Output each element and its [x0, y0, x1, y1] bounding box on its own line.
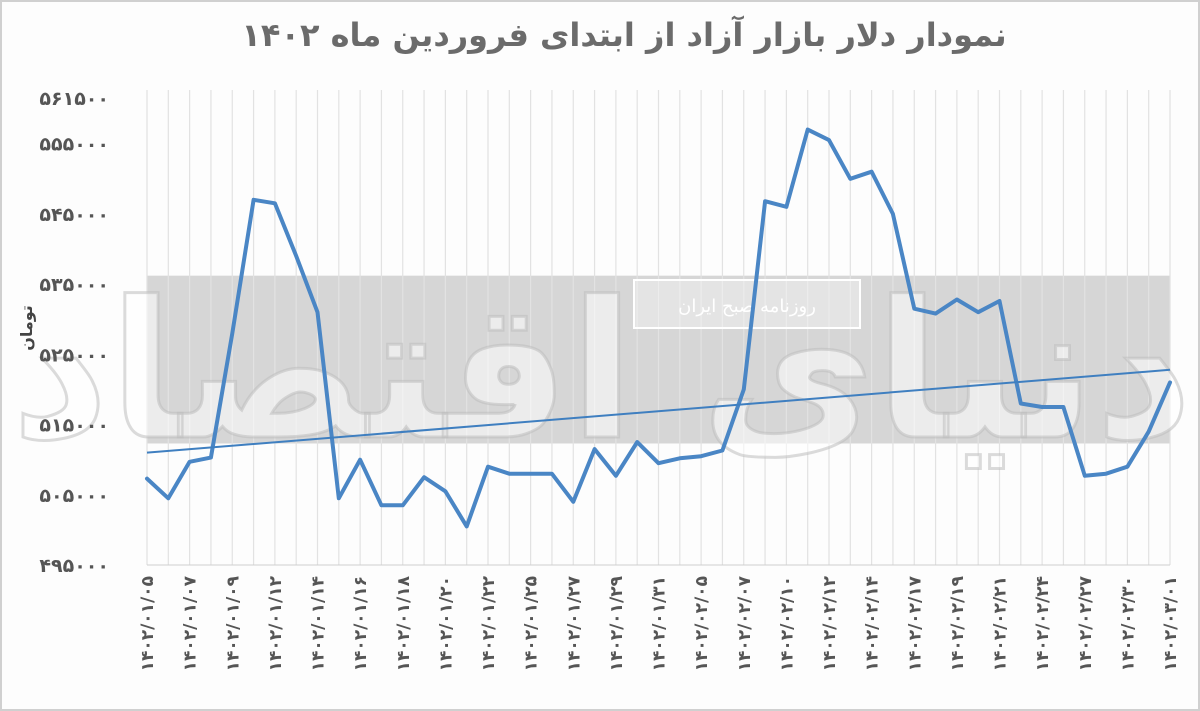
data-point: [230, 331, 234, 335]
x-tick-label: ۱۴۰۲/۰۱/۲۷: [564, 575, 584, 671]
data-point: [678, 456, 682, 460]
x-tick-label: ۱۴۰۲/۰۱/۲۲: [479, 575, 499, 671]
watermark-stamp-box: [633, 279, 861, 329]
data-point: [997, 299, 1002, 303]
data-point: [933, 311, 938, 316]
data-point: [1040, 405, 1044, 409]
x-tick-label: ۱۴۰۲/۰۲/۱۹: [948, 575, 968, 671]
data-point: [1125, 465, 1129, 469]
x-tick-label: ۱۴۰۲/۰۱/۳۱: [650, 576, 670, 671]
data-point: [827, 138, 831, 142]
axes: ۴۹۵۰۰۰ ۵۰۵۰۰۰ ۵۱۵۰۰۰ ۵۲۵۰۰۰ ۵۳۵۰۰۰ ۵۴۵۰۰۰ ۵۵۵۰…: [39, 88, 1181, 671]
data-point: [251, 198, 256, 202]
x-tick-label: ۱۴۰۲/۰۲/۲۴: [1033, 576, 1053, 671]
data-point: [784, 205, 788, 209]
data-point: [401, 503, 405, 507]
data-point: [294, 254, 298, 258]
x-tick-label: ۱۴۰۲/۰۱/۰۹: [223, 575, 243, 671]
data-point: [273, 201, 277, 205]
watermark-stamp-text: روزنامه صبح ایران: [678, 296, 816, 317]
x-tick-label: ۱۴۰۲/۰۲/۲۱: [991, 576, 1011, 671]
x-tick-label: ۱۴۰۲/۰۱/۰۷: [181, 575, 201, 671]
data-point: [550, 472, 554, 476]
y-tick-label: ۵۰۵۰۰۰: [39, 485, 109, 507]
data-point: [465, 524, 469, 528]
data-point: [806, 128, 810, 132]
x-tick-label: ۱۴۰۲/۰۱/۱۶: [351, 576, 371, 671]
data-point: [891, 212, 895, 216]
data-point: [209, 455, 213, 460]
data-point: [848, 177, 852, 181]
data-point: [1061, 405, 1066, 409]
x-tick-label: ۱۴۰۲/۰۲/۳۰: [1118, 576, 1138, 671]
data-point: [656, 461, 661, 465]
x-tick-label: ۱۴۰۲/۰۱/۱۲: [266, 575, 286, 671]
trend-line: [146, 368, 1171, 454]
data-point: [1147, 429, 1151, 434]
x-tick-label: ۱۴۰۲/۰۳/۰۱: [1161, 576, 1181, 671]
data-point: [635, 440, 639, 444]
data-point: [870, 170, 874, 174]
data-point: [529, 472, 533, 476]
y-tick-label: ۵۲۵۰۰۰: [39, 344, 109, 366]
y-tick-label: ۵۱۵۰۰۰: [39, 415, 109, 437]
data-point: [188, 460, 192, 464]
data-point: [955, 297, 959, 302]
y-tick-label: ۵۴۵۰۰۰: [39, 204, 109, 226]
data-point: [315, 310, 320, 314]
y-tick-label: ۴۹۵۰۰۰: [39, 555, 109, 577]
data-point: [763, 199, 767, 203]
data-point: [337, 496, 341, 500]
y-axis-label: تومان: [17, 305, 36, 351]
y-tick-label: ۵۶۱۵۰۰: [39, 88, 109, 110]
data-point: [571, 500, 575, 504]
data-point: [486, 465, 490, 469]
x-tick-label: ۱۴۰۲/۰۱/۱۴: [309, 576, 329, 671]
data-point: [912, 307, 916, 311]
data-point: [1019, 401, 1023, 406]
watermark-logo: دنیای اقتصاد: [11, 261, 1192, 482]
x-tick-label: ۱۴۰۲/۰۲/۱۷: [905, 575, 925, 671]
data-point: [720, 448, 725, 453]
chart-title: نمودار دلار بازار آزاد از ابتدای فروردین…: [241, 15, 1006, 54]
y-tick-label: ۵۵۵۰۰۰: [39, 134, 109, 156]
x-tick-label: ۱۴۰۲/۰۲/۲۷: [1076, 575, 1096, 671]
data-point: [1083, 474, 1087, 478]
data-point: [443, 489, 447, 493]
x-tick-label: ۱۴۰۲/۰۱/۱۸: [394, 575, 414, 671]
data-point: [1168, 380, 1172, 385]
x-tick-label: ۱۴۰۲/۰۲/۱۴: [863, 576, 883, 671]
data-point: [379, 503, 384, 507]
data-point: [742, 387, 746, 392]
data-point: [592, 447, 597, 451]
data-point: [145, 477, 149, 481]
x-tick-label: ۱۴۰۲/۰۱/۲۰: [436, 576, 456, 671]
data-point: [614, 474, 618, 478]
x-tick-label: ۱۴۰۲/۰۲/۱۲: [820, 575, 840, 671]
data-point: [358, 458, 362, 462]
x-tick-label: ۱۴۰۲/۰۱/۲۵: [522, 576, 542, 671]
x-tick-label: ۱۴۰۲/۰۲/۱۰: [777, 576, 797, 671]
x-tick-label: ۱۴۰۲/۰۱/۰۵: [138, 576, 158, 671]
data-point: [976, 310, 980, 314]
vertical-grid: [146, 90, 1171, 565]
data-point: [422, 475, 426, 479]
series-layer: [145, 127, 1172, 529]
y-tick-label: ۵۳۵۰۰۰: [39, 274, 109, 296]
x-tick-label: ۱۴۰۲/۰۲/۰۵: [692, 576, 712, 671]
x-tick-label: ۱۴۰۲/۰۲/۰۷: [735, 575, 755, 671]
data-point: [507, 472, 511, 476]
data-point: [699, 454, 703, 458]
data-point: [1104, 472, 1108, 476]
x-tick-label: ۱۴۰۲/۰۱/۲۹: [607, 575, 627, 671]
data-point: [166, 496, 170, 500]
